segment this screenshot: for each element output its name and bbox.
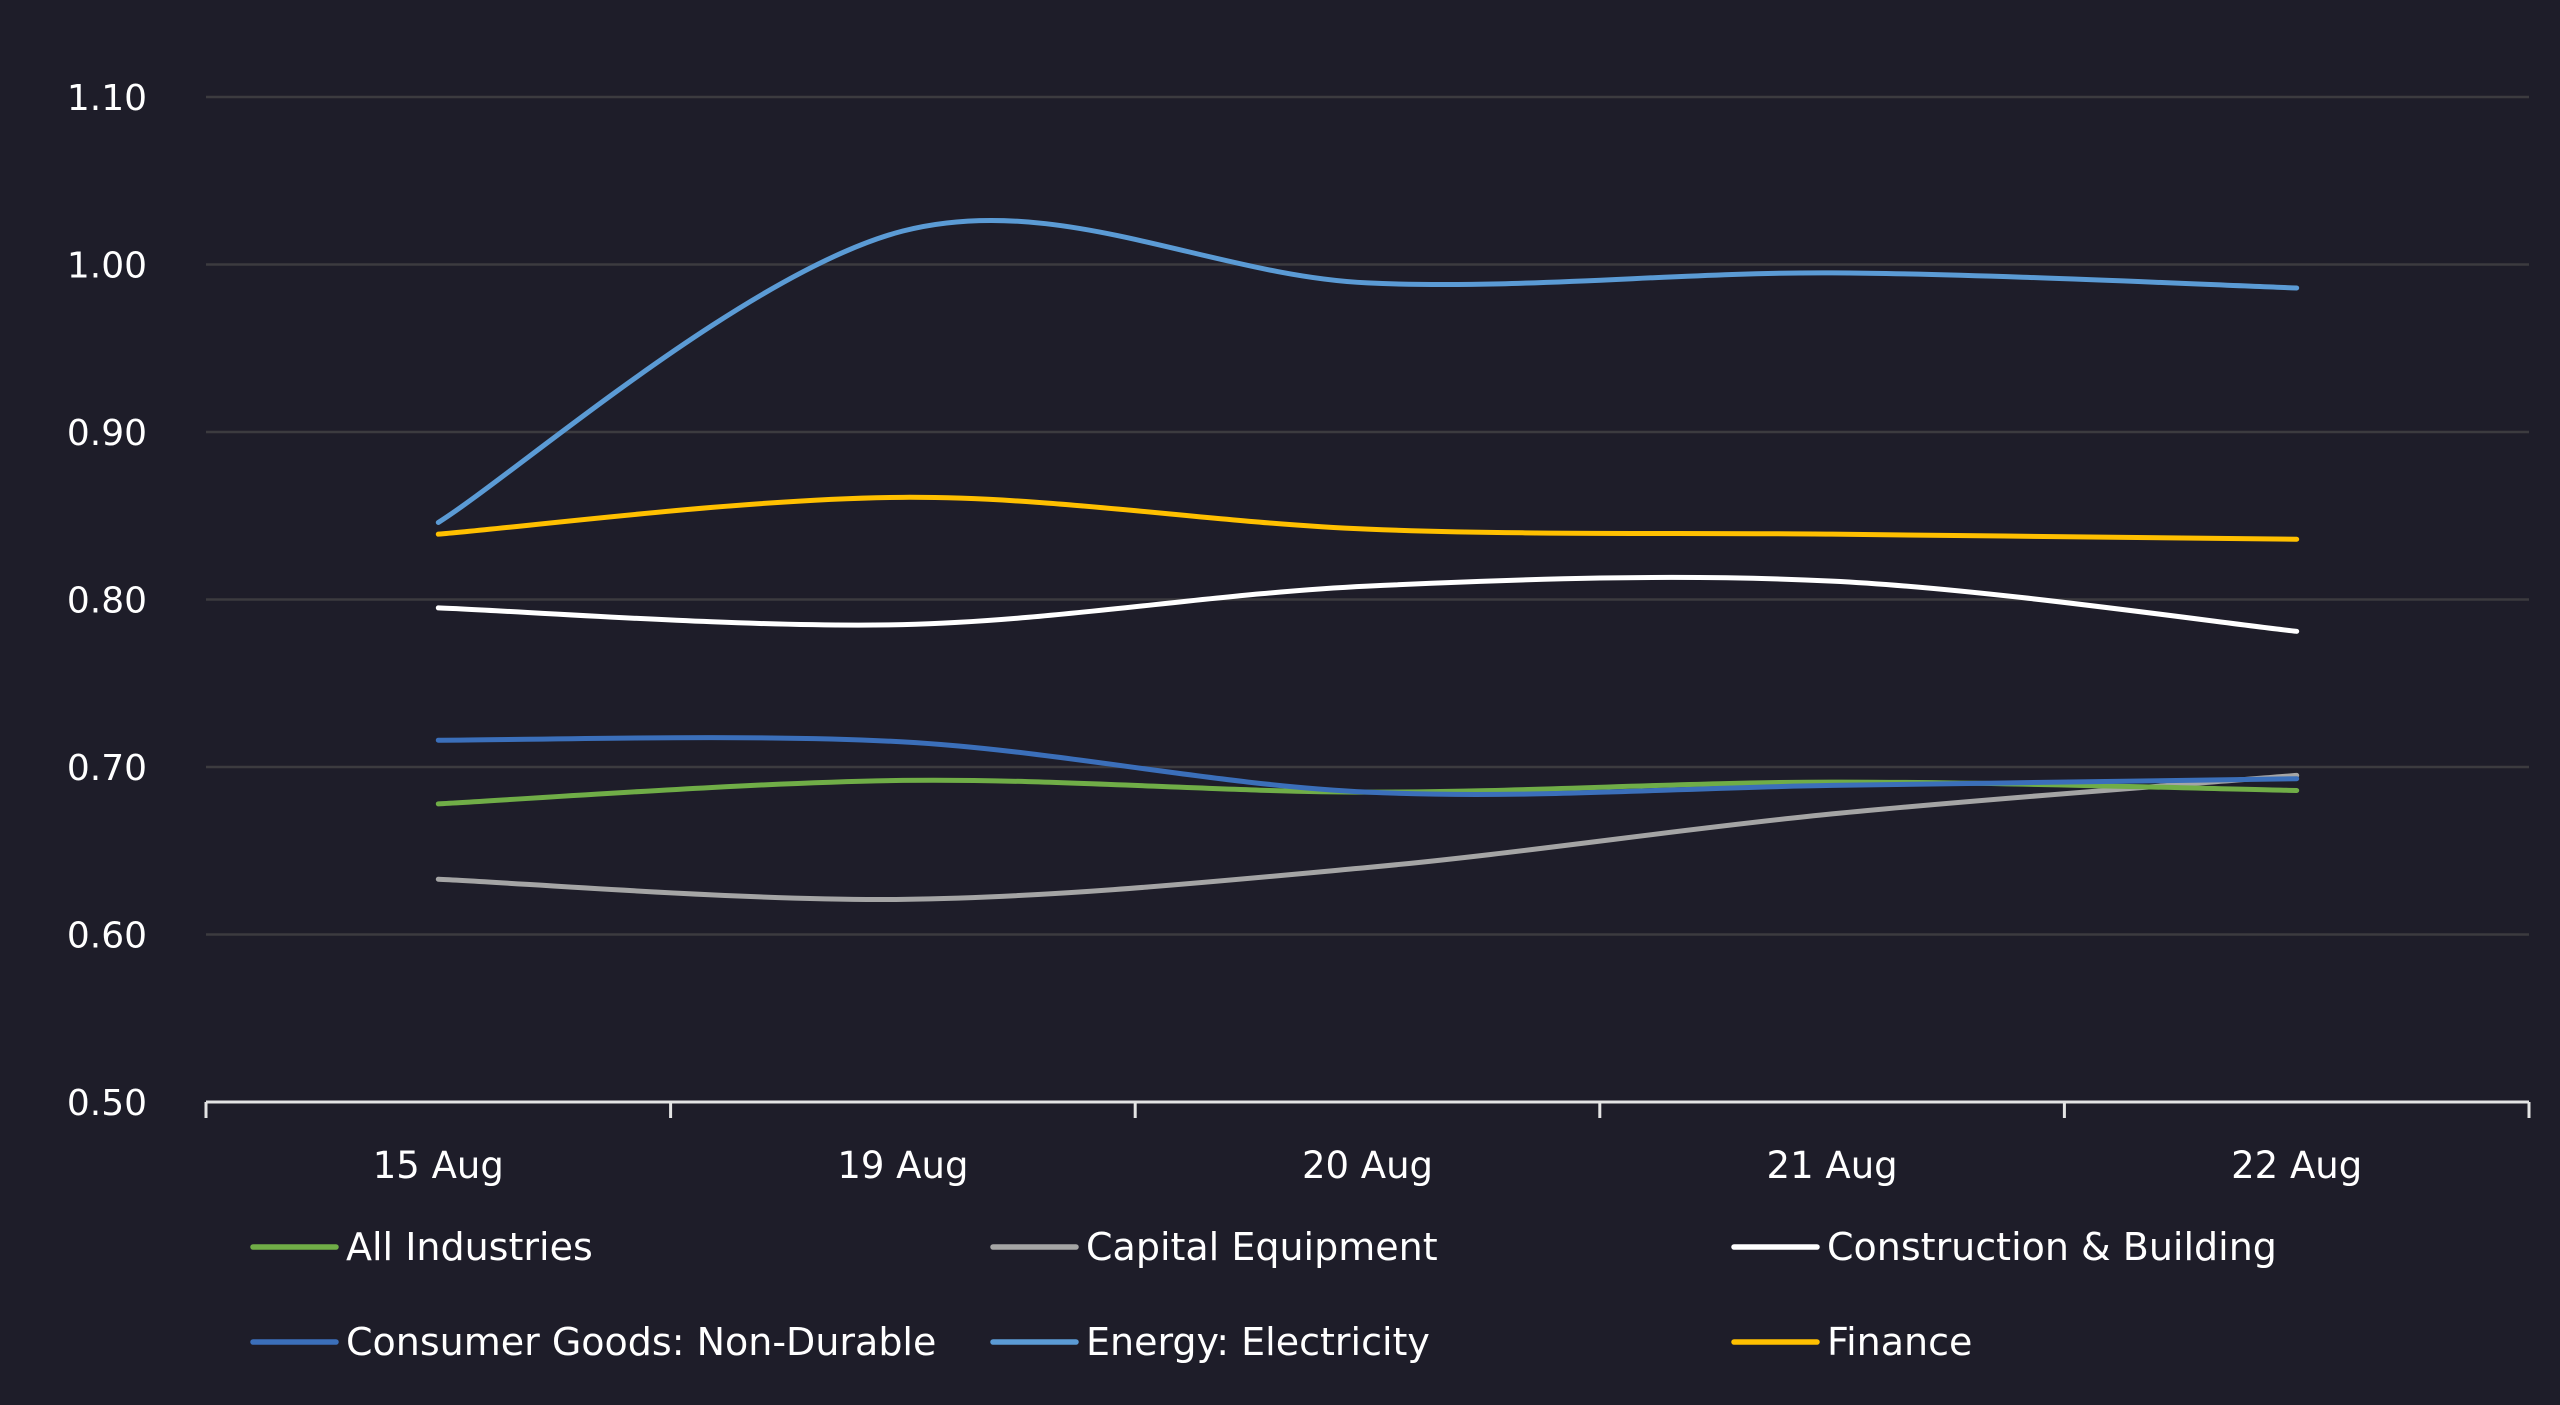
y-tick-label: 0.80: [67, 581, 147, 622]
legend-item-construction-building[interactable]: Construction & Building: [1731, 1225, 2277, 1269]
legend-label: Construction & Building: [1827, 1225, 2277, 1269]
gridlines: [206, 95, 2529, 936]
series-line-construction-building: [435, 574, 2300, 634]
series-line-consumer-goods-non-durable: [435, 735, 2300, 797]
legend-item-all-industries[interactable]: All Industries: [250, 1225, 593, 1269]
y-tick-label: 0.70: [67, 748, 147, 789]
series-line-energy-electricity: [435, 217, 2300, 525]
x-tick-label: 15 Aug: [373, 1144, 504, 1187]
y-tick-label: 0.60: [67, 916, 147, 957]
legend-label: Consumer Goods: Non-Durable: [346, 1320, 936, 1364]
y-tick-label: 0.90: [67, 413, 147, 454]
legend-item-capital-equipment[interactable]: Capital Equipment: [990, 1225, 1438, 1269]
y-tick-label: 1.10: [67, 78, 147, 119]
legend: All Industries Capital Equipment Construct…: [250, 1225, 2277, 1364]
y-tick-label: 0.50: [67, 1083, 147, 1124]
x-tick-label: 22 Aug: [2231, 1144, 2362, 1187]
legend-item-energy-electricity[interactable]: Energy: Electricity: [990, 1320, 1430, 1364]
x-tick-label: 21 Aug: [1767, 1144, 1898, 1187]
series-line-finance: [435, 494, 2300, 542]
y-axis-ticks: 0.50 0.60 0.70 0.80 0.90 1.00 1.10: [67, 78, 147, 1124]
legend-label: Capital Equipment: [1086, 1225, 1438, 1269]
legend-label: Energy: Electricity: [1086, 1320, 1430, 1364]
x-tick-label: 19 Aug: [837, 1144, 968, 1187]
legend-label: Finance: [1827, 1320, 1972, 1364]
series-line-capital-equipment: [435, 772, 2300, 902]
legend-item-consumer-goods-non-durable[interactable]: Consumer Goods: Non-Durable: [250, 1320, 936, 1364]
legend-label: All Industries: [346, 1225, 593, 1269]
legend-item-finance[interactable]: Finance: [1731, 1320, 1972, 1364]
x-axis: 15 Aug 19 Aug 20 Aug 21 Aug 22 Aug: [204, 1100, 2531, 1187]
series-lines: [435, 217, 2300, 902]
y-tick-label: 1.00: [67, 246, 147, 287]
x-tick-label: 20 Aug: [1302, 1144, 1433, 1187]
